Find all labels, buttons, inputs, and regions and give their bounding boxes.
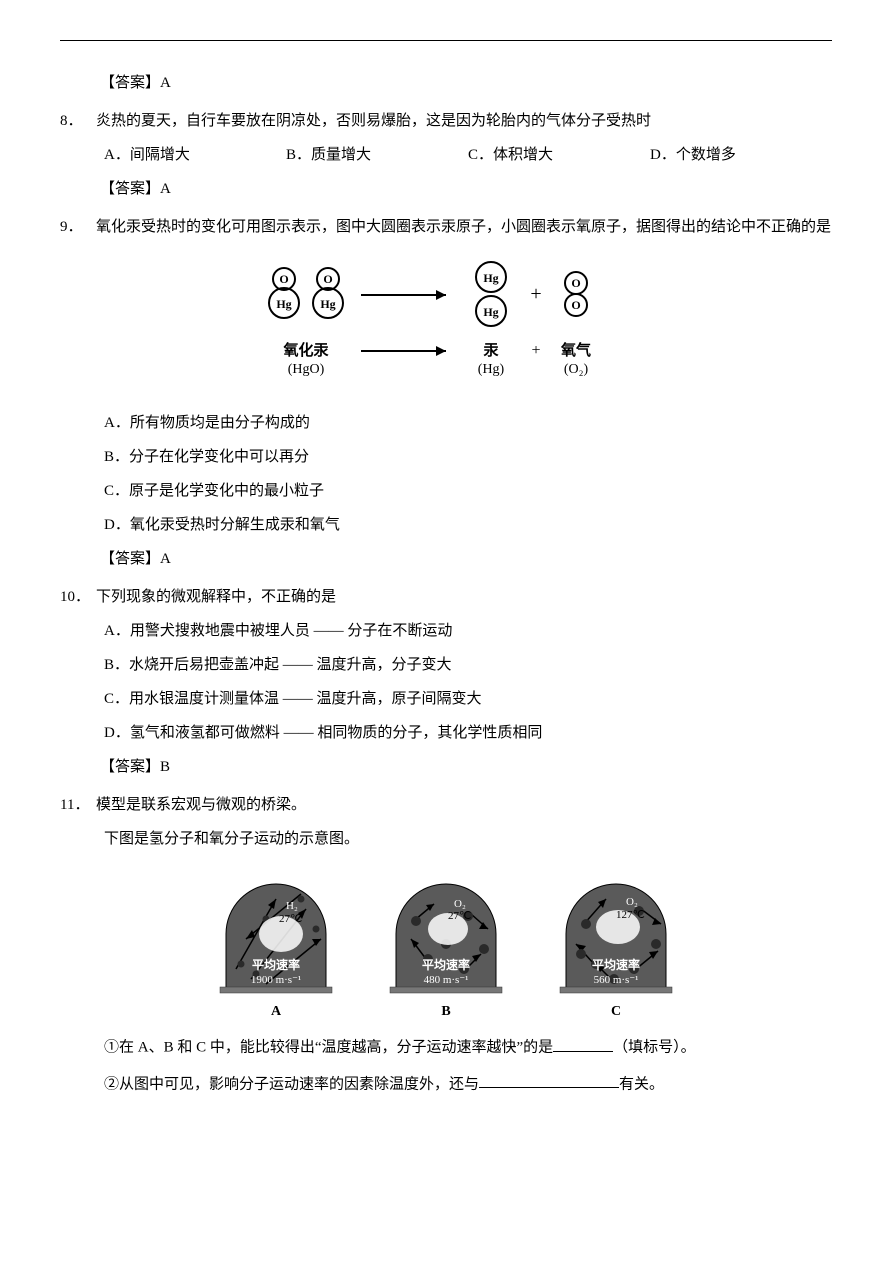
q9-answer: 【答案】A bbox=[100, 547, 832, 571]
question-8: 8． 炎热的夏天，自行车要放在阴凉处，否则易爆胎，这是因为轮胎内的气体分子受热时… bbox=[60, 109, 832, 201]
flask-c-gas: O₂ bbox=[626, 896, 638, 908]
atom-o-label: O bbox=[571, 276, 580, 290]
blank-input[interactable] bbox=[553, 1035, 613, 1052]
flask-b: O₂ 27℃ 平均速率 480 m·s⁻¹ B bbox=[376, 869, 516, 1023]
q8-answer: 【答案】A bbox=[100, 177, 832, 201]
q11-line2: 下图是氢分子和氧分子运动的示意图。 bbox=[104, 827, 832, 851]
flask-c-rate-value: 560 m·s⁻¹ bbox=[594, 974, 639, 986]
atom-hg-label: Hg bbox=[320, 297, 335, 311]
q11-sub1: ①在 A、B 和 C 中，能比较得出“温度越高，分子运动速率越快”的是 （填标号）… bbox=[104, 1035, 832, 1060]
flask-a-rate-value: 1900 m·s⁻¹ bbox=[251, 974, 301, 986]
flask-b-letter: B bbox=[441, 1001, 450, 1023]
q8-option-a: A．间隔增大 bbox=[104, 143, 286, 167]
horizontal-rule bbox=[60, 40, 832, 41]
flask-c-temp: 127℃ bbox=[616, 909, 645, 921]
question-9: 9． 氧化汞受热时的变化可用图示表示，图中大圆圈表示汞原子，小圆圈表示氧原子，据… bbox=[60, 215, 832, 571]
q11-sub2-pre: ②从图中可见，影响分子运动速率的因素除温度外，还与 bbox=[104, 1076, 479, 1092]
q9-option-b: B．分子在化学变化中可以再分 bbox=[104, 445, 832, 469]
q9-option-c: C．原子是化学变化中的最小粒子 bbox=[104, 479, 832, 503]
q9-diagram: O Hg O Hg Hg Hg + O O bbox=[60, 255, 832, 395]
atom-hg-label: Hg bbox=[276, 297, 291, 311]
q11-number: 11． bbox=[60, 793, 96, 817]
hgo-label-en: (HgO) bbox=[288, 362, 325, 377]
q11-sub1-post: （填标号）。 bbox=[613, 1040, 696, 1056]
q11-stem: 模型是联系宏观与微观的桥梁。 bbox=[96, 793, 832, 817]
flask-c-rate-label: 平均速率 bbox=[592, 957, 640, 972]
atom-hg-label: Hg bbox=[483, 271, 498, 285]
q8-number: 8． bbox=[60, 109, 96, 133]
q11-flasks: H₂ 27℃ 平均速率 1900 m·s⁻¹ A bbox=[60, 869, 832, 1023]
hgo-label-cn: 氧化汞 bbox=[282, 341, 329, 359]
atom-hg-label: Hg bbox=[483, 305, 498, 319]
q10-number: 10． bbox=[60, 585, 96, 609]
blank-input[interactable] bbox=[479, 1072, 619, 1089]
flask-b-rate-label: 平均速率 bbox=[422, 957, 470, 972]
flask-a-gas: H₂ bbox=[286, 900, 298, 912]
q10-option-b: B．水烧开后易把壶盖冲起 —— 温度升高，分子变大 bbox=[104, 653, 832, 677]
q9-options: A．所有物质均是由分子构成的 B．分子在化学变化中可以再分 C．原子是化学变化中… bbox=[104, 411, 832, 537]
q8-options: A．间隔增大 B．质量增大 C．体积增大 D．个数增多 bbox=[104, 143, 832, 167]
q11-sub1-pre: ①在 A、B 和 C 中，能比较得出“温度越高，分子运动速率越快”的是 bbox=[104, 1040, 553, 1056]
flask-c: O₂ 127℃ 平均速率 560 m·s⁻¹ C bbox=[546, 869, 686, 1023]
q11-sub2: ②从图中可见，影响分子运动速率的因素除温度外，还与 有关。 bbox=[104, 1072, 832, 1097]
q8-option-c: C．体积增大 bbox=[468, 143, 650, 167]
answer-7: 【答案】A bbox=[100, 71, 832, 95]
flask-a-temp: 27℃ bbox=[279, 913, 302, 925]
q10-options: A．用警犬搜救地震中被埋人员 —— 分子在不断运动 B．水烧开后易把壶盖冲起 —… bbox=[104, 619, 832, 745]
q9-stem: 氧化汞受热时的变化可用图示表示，图中大圆圈表示汞原子，小圆圈表示氧原子，据图得出… bbox=[96, 215, 832, 239]
q10-option-d: D．氢气和液氢都可做燃料 —— 相同物质的分子，其化学性质相同 bbox=[104, 721, 832, 745]
q8-option-b: B．质量增大 bbox=[286, 143, 468, 167]
flask-a: H₂ 27℃ 平均速率 1900 m·s⁻¹ A bbox=[206, 869, 346, 1023]
plus-symbol: + bbox=[531, 342, 540, 359]
flask-c-letter: C bbox=[611, 1001, 621, 1023]
plus-symbol: + bbox=[530, 283, 541, 305]
q9-option-a: A．所有物质均是由分子构成的 bbox=[104, 411, 832, 435]
flask-b-rate-value: 480 m·s⁻¹ bbox=[424, 974, 469, 986]
q11-sub2-post: 有关。 bbox=[619, 1076, 664, 1092]
question-11: 11． 模型是联系宏观与微观的桥梁。 下图是氢分子和氧分子运动的示意图。 bbox=[60, 793, 832, 1096]
atom-o-label: O bbox=[571, 298, 580, 312]
o2-label-en: (O₂) bbox=[564, 362, 589, 377]
q8-stem: 炎热的夏天，自行车要放在阴凉处，否则易爆胎，这是因为轮胎内的气体分子受热时 bbox=[96, 109, 832, 133]
q10-answer: 【答案】B bbox=[100, 755, 832, 779]
q10-option-c: C．用水银温度计测量体温 —— 温度升高，原子间隔变大 bbox=[104, 687, 832, 711]
flask-a-rate-label: 平均速率 bbox=[252, 957, 300, 972]
atom-o-label: O bbox=[279, 272, 288, 286]
flask-b-gas: O₂ bbox=[454, 898, 466, 910]
flask-b-temp: 27℃ bbox=[448, 910, 471, 922]
q8-option-d: D．个数增多 bbox=[650, 143, 832, 167]
hg-label-cn: 汞 bbox=[483, 342, 499, 359]
q9-option-d: D．氧化汞受热时分解生成汞和氧气 bbox=[104, 513, 832, 537]
q10-option-a: A．用警犬搜救地震中被埋人员 —— 分子在不断运动 bbox=[104, 619, 832, 643]
flask-a-letter: A bbox=[271, 1001, 281, 1023]
o2-label-cn: 氧气 bbox=[560, 341, 591, 359]
q10-stem: 下列现象的微观解释中，不正确的是 bbox=[96, 585, 832, 609]
question-10: 10． 下列现象的微观解释中，不正确的是 A．用警犬搜救地震中被埋人员 —— 分… bbox=[60, 585, 832, 779]
q9-number: 9． bbox=[60, 215, 96, 239]
atom-o-label: O bbox=[323, 272, 332, 286]
hg-label-en: (Hg) bbox=[478, 362, 505, 377]
